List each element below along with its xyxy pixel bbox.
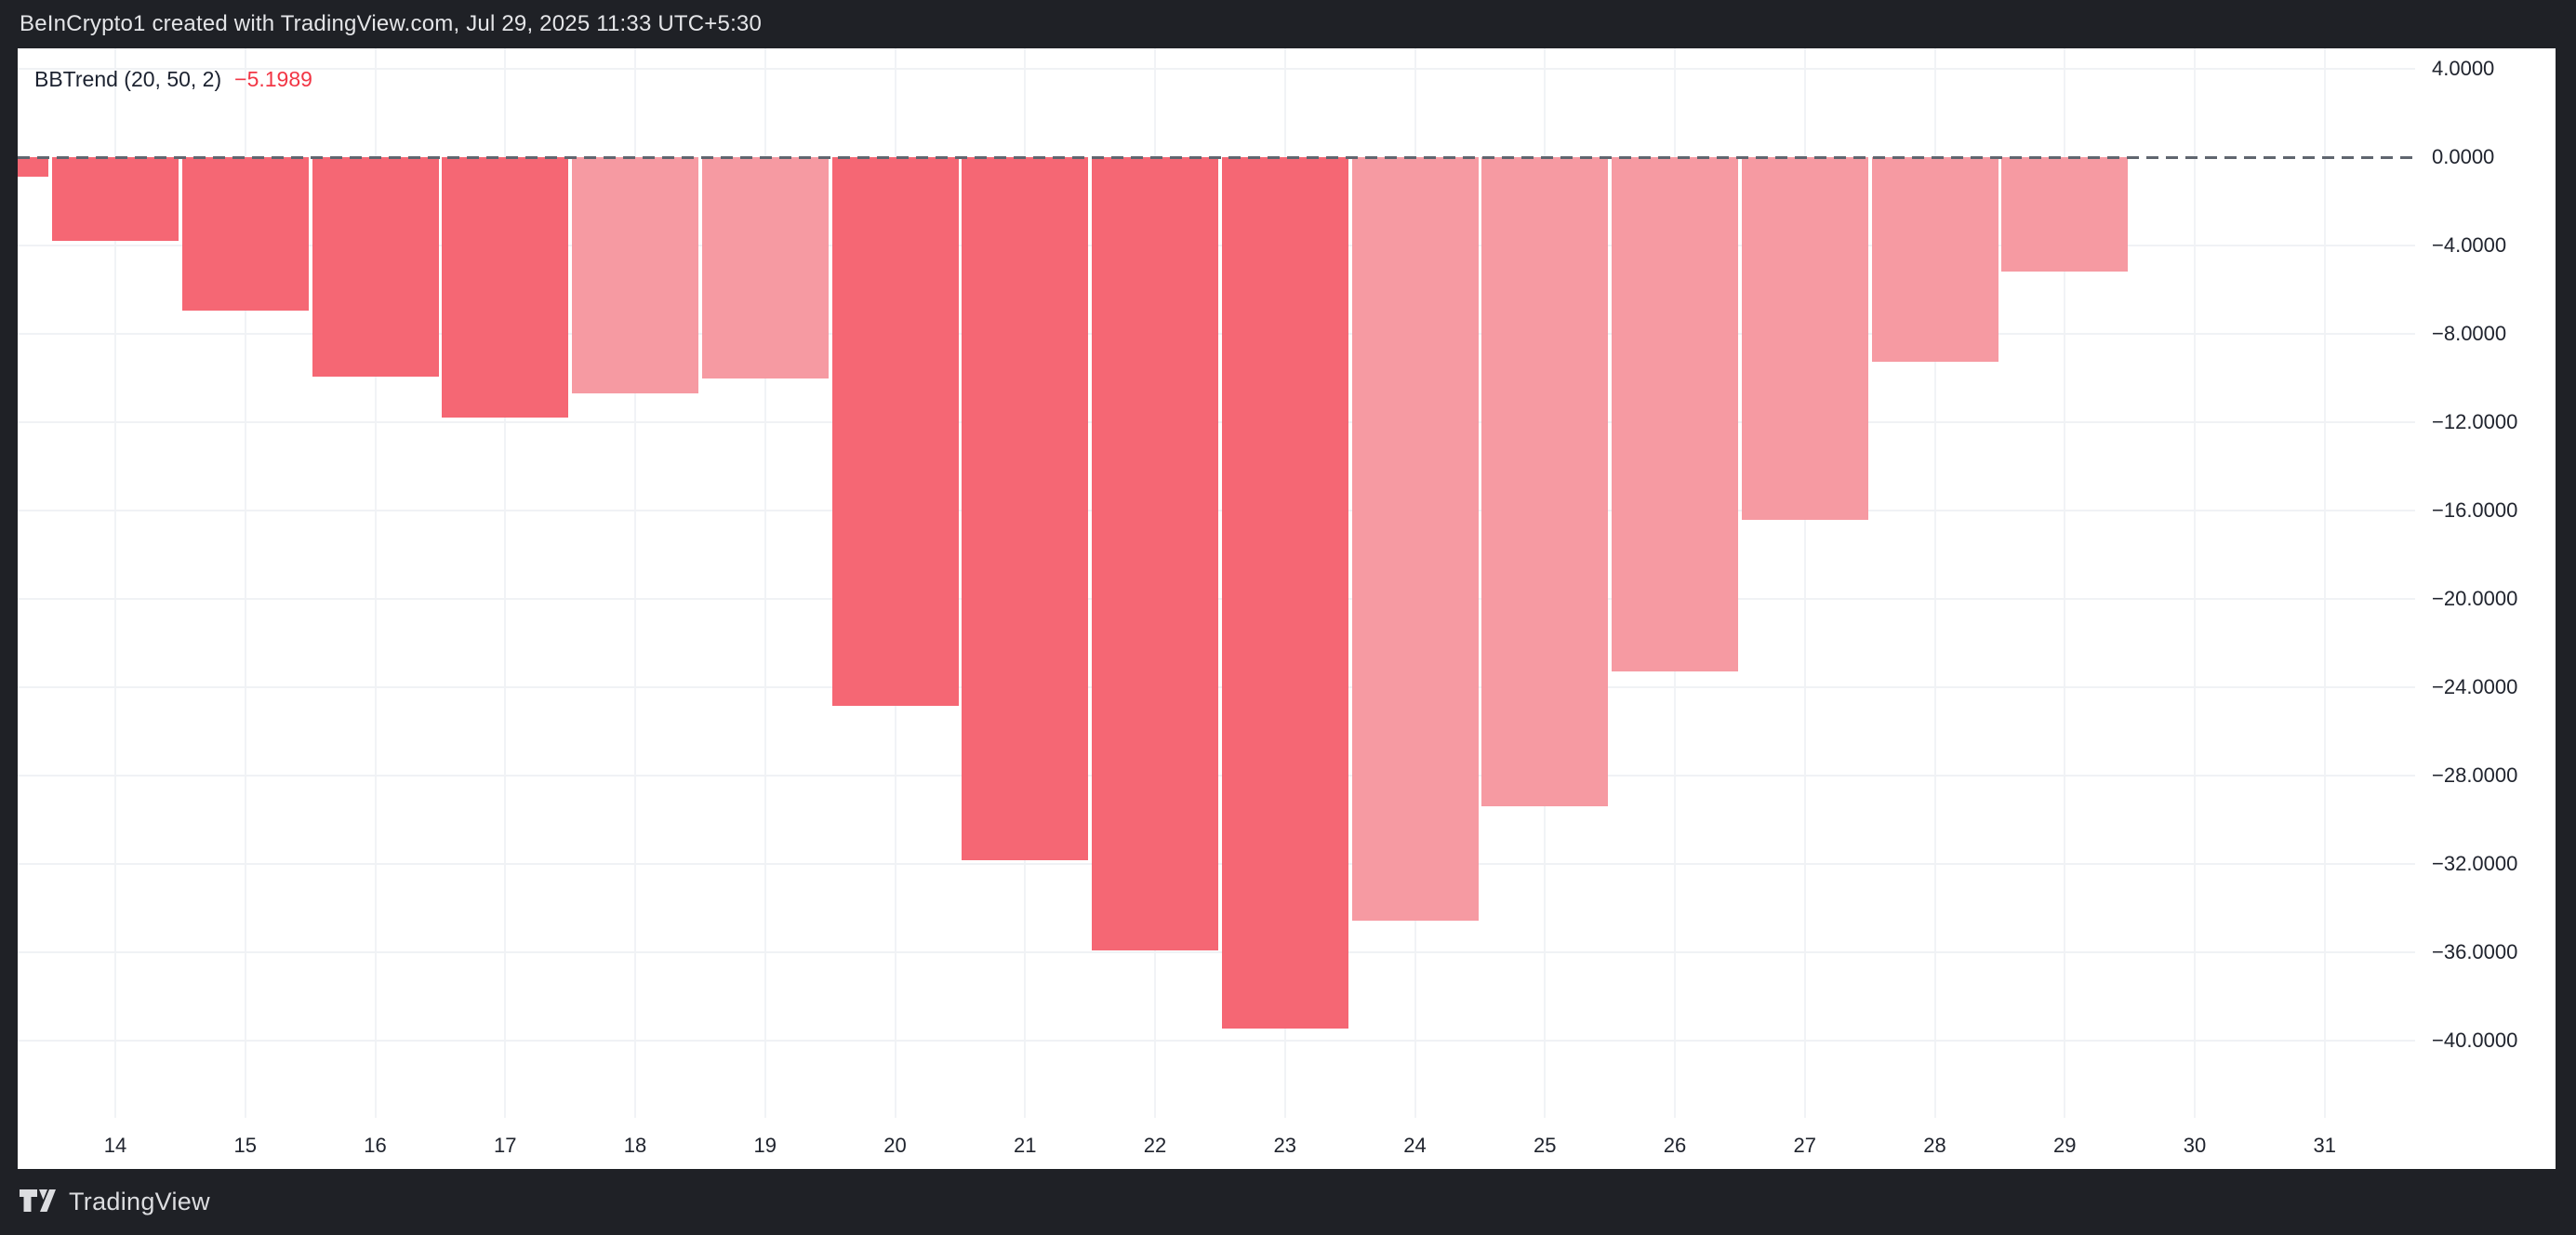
price-scale-label: −12.0000 xyxy=(2432,410,2518,433)
bbtrend-bar-day-28[interactable] xyxy=(1871,157,1998,362)
v-gridline xyxy=(1933,48,1936,1118)
v-gridline xyxy=(114,48,116,1118)
time-scale-label: 25 xyxy=(1534,1134,1557,1157)
bbtrend-bar-day-26[interactable] xyxy=(1612,157,1738,672)
time-scale-label: 30 xyxy=(2183,1134,2207,1157)
bbtrend-bar-day-18[interactable] xyxy=(572,157,698,394)
bbtrend-bar-day-14[interactable] xyxy=(52,157,179,242)
brand-logo: TradingView xyxy=(20,1188,210,1217)
tradingview-logo-icon xyxy=(20,1188,57,1217)
bbtrend-bar-day-15[interactable] xyxy=(181,157,309,312)
price-scale-label: −40.0000 xyxy=(2432,1029,2518,1052)
v-gridline xyxy=(764,48,766,1118)
h-gridline xyxy=(18,1040,2415,1042)
time-scale-label: 22 xyxy=(1143,1134,1167,1157)
v-gridline xyxy=(634,48,636,1118)
bbtrend-bar-day-13[interactable] xyxy=(18,157,49,178)
v-gridline xyxy=(374,48,377,1118)
v-gridline xyxy=(2194,48,2196,1118)
snapshot-header-bar: BeInCrypto1 created with TradingView.com… xyxy=(0,0,2576,48)
time-scale-label: 29 xyxy=(2053,1134,2077,1157)
v-gridline xyxy=(2323,48,2326,1118)
brand-name: TradingView xyxy=(69,1188,210,1215)
price-scale-label: −16.0000 xyxy=(2432,498,2518,522)
bbtrend-bar-day-22[interactable] xyxy=(1092,157,1218,950)
v-gridline xyxy=(2064,48,2066,1118)
indicator-legend[interactable]: BBTrend (20, 50, 2) −5.1989 xyxy=(34,67,312,92)
v-gridline xyxy=(1803,48,1806,1118)
time-scale-label: 19 xyxy=(753,1134,777,1157)
bbtrend-bar-day-19[interactable] xyxy=(701,157,829,378)
indicator-name: BBTrend (20, 50, 2) xyxy=(34,67,222,91)
bbtrend-bar-day-27[interactable] xyxy=(1741,157,1868,520)
price-scale-label: −32.0000 xyxy=(2432,852,2518,875)
price-scale-label: −4.0000 xyxy=(2432,233,2507,257)
time-scale-label: 14 xyxy=(103,1134,127,1157)
time-scale-label: 18 xyxy=(623,1134,647,1157)
price-scale-label: 4.0000 xyxy=(2432,57,2495,80)
price-scale-label: −36.0000 xyxy=(2432,940,2518,963)
h-gridline xyxy=(18,68,2415,70)
price-scale-label: −28.0000 xyxy=(2432,764,2518,787)
price-scale-label: −24.0000 xyxy=(2432,675,2518,698)
time-scale-label: 24 xyxy=(1403,1134,1427,1157)
zero-line xyxy=(18,156,2415,159)
time-scale-label: 31 xyxy=(2313,1134,2336,1157)
bbtrend-bar-day-24[interactable] xyxy=(1351,157,1479,921)
v-gridline xyxy=(244,48,246,1118)
snapshot-footer-bar: TradingView xyxy=(0,1169,2576,1235)
time-scale-label: 28 xyxy=(1923,1134,1946,1157)
indicator-plot-area[interactable] xyxy=(18,48,2415,1118)
time-scale-label: 21 xyxy=(1014,1134,1037,1157)
time-scale-label: 23 xyxy=(1273,1134,1296,1157)
time-scale-label: 17 xyxy=(494,1134,517,1157)
time-scale-label: 15 xyxy=(233,1134,257,1157)
bbtrend-bar-day-17[interactable] xyxy=(442,157,569,418)
snapshot-title: BeInCrypto1 created with TradingView.com… xyxy=(20,11,763,36)
time-scale-label: 26 xyxy=(1663,1134,1687,1157)
price-scale-label: 0.0000 xyxy=(2432,145,2495,168)
time-scale-label: 27 xyxy=(1793,1134,1816,1157)
price-scale-label: −20.0000 xyxy=(2432,587,2518,610)
indicator-last-value: −5.1989 xyxy=(234,67,312,91)
price-scale-label: −8.0000 xyxy=(2432,322,2507,345)
h-gridline xyxy=(18,951,2415,953)
bbtrend-bar-day-16[interactable] xyxy=(312,157,439,378)
bbtrend-bar-day-20[interactable] xyxy=(831,157,959,707)
bbtrend-bar-day-25[interactable] xyxy=(1481,157,1609,807)
time-scale-label: 16 xyxy=(364,1134,387,1157)
bbtrend-bar-day-29[interactable] xyxy=(2001,157,2129,272)
v-gridline xyxy=(504,48,507,1118)
bbtrend-bar-day-23[interactable] xyxy=(1221,157,1348,1029)
bbtrend-bar-day-21[interactable] xyxy=(962,157,1089,861)
time-scale-label: 20 xyxy=(883,1134,907,1157)
